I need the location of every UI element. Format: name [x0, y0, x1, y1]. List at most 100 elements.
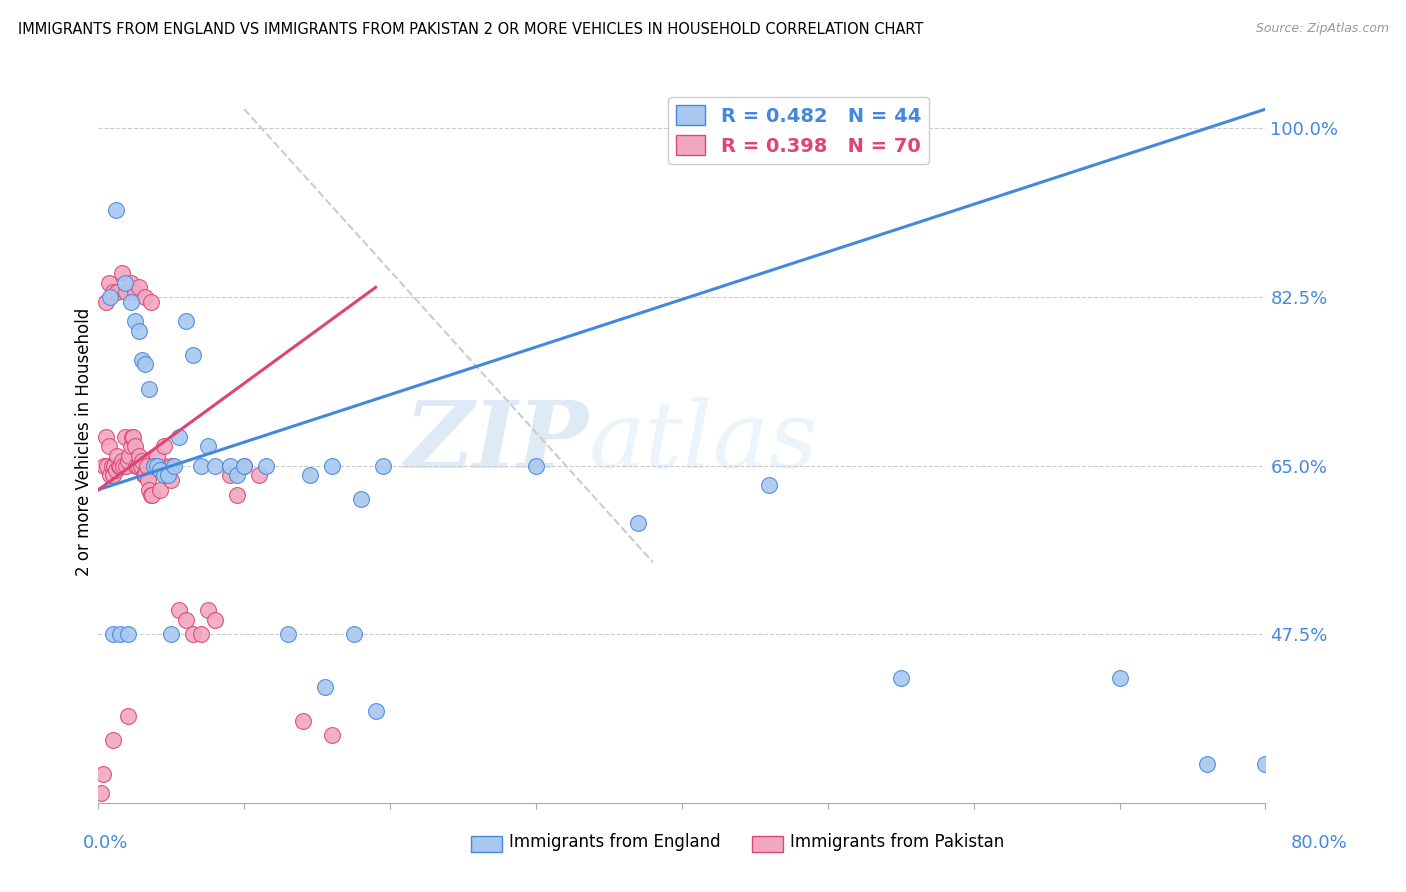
Point: [160, 627, 183, 641]
Point: [128, 280, 150, 294]
Point: [94, 294, 117, 309]
Point: [167, 603, 190, 617]
Point: [110, 458, 132, 473]
Point: [163, 458, 186, 473]
Point: [190, 627, 212, 641]
Point: [120, 439, 142, 453]
Point: [100, 458, 122, 473]
Point: [364, 704, 387, 718]
Point: [141, 487, 163, 501]
Point: [131, 454, 153, 468]
Point: [105, 285, 128, 300]
Point: [117, 709, 139, 723]
Point: [174, 314, 197, 328]
Point: [131, 352, 153, 367]
Point: [190, 458, 212, 473]
Point: [93, 458, 115, 473]
Point: [149, 483, 172, 497]
Text: Immigrants from England: Immigrants from England: [509, 833, 721, 851]
Point: [343, 627, 366, 641]
Point: [146, 449, 169, 463]
Point: [153, 468, 176, 483]
Point: [124, 285, 146, 300]
Point: [277, 627, 299, 641]
Text: ZIP: ZIP: [405, 397, 589, 486]
Point: [124, 314, 146, 328]
Point: [125, 458, 148, 473]
Point: [157, 468, 180, 483]
Point: [314, 680, 336, 694]
Point: [197, 439, 219, 453]
Point: [321, 728, 343, 742]
Point: [146, 458, 169, 473]
Point: [132, 468, 155, 483]
Point: [97, 439, 120, 453]
Point: [111, 454, 134, 468]
Point: [218, 458, 240, 473]
Point: [135, 458, 157, 473]
Point: [134, 358, 156, 372]
Point: [120, 276, 142, 290]
Point: [128, 324, 150, 338]
Point: [128, 449, 150, 463]
Point: [122, 430, 145, 444]
Text: Immigrants from Pakistan: Immigrants from Pakistan: [790, 833, 1004, 851]
Point: [139, 487, 162, 501]
Point: [1195, 757, 1218, 772]
Point: [127, 458, 149, 473]
Point: [254, 458, 277, 473]
Point: [204, 613, 226, 627]
Point: [627, 516, 650, 531]
Point: [758, 478, 780, 492]
Point: [117, 454, 139, 468]
Point: [118, 449, 141, 463]
Point: [90, 786, 112, 800]
Point: [101, 627, 124, 641]
Point: [115, 285, 138, 300]
Point: [247, 468, 270, 483]
Point: [94, 430, 117, 444]
Point: [101, 468, 124, 483]
Point: [153, 458, 176, 473]
Point: [226, 468, 249, 483]
Point: [153, 439, 176, 453]
Text: 80.0%: 80.0%: [1291, 834, 1347, 852]
Point: [218, 468, 240, 483]
Point: [120, 294, 142, 309]
Point: [114, 430, 136, 444]
Point: [157, 468, 180, 483]
Point: [1254, 757, 1277, 772]
Text: IMMIGRANTS FROM ENGLAND VS IMMIGRANTS FROM PAKISTAN 2 OR MORE VEHICLES IN HOUSEH: IMMIGRANTS FROM ENGLAND VS IMMIGRANTS FR…: [18, 22, 924, 37]
Point: [129, 458, 152, 473]
Point: [104, 463, 127, 477]
Point: [350, 492, 373, 507]
Point: [139, 294, 162, 309]
Point: [138, 483, 160, 497]
Point: [146, 458, 169, 473]
Point: [105, 449, 128, 463]
Point: [114, 276, 136, 290]
Point: [112, 458, 135, 473]
Point: [321, 458, 343, 473]
Point: [134, 468, 156, 483]
Point: [108, 458, 131, 473]
Point: [174, 613, 197, 627]
Point: [110, 627, 132, 641]
Point: [233, 458, 256, 473]
Point: [124, 439, 146, 453]
Point: [91, 767, 114, 781]
Y-axis label: 2 or more Vehicles in Household: 2 or more Vehicles in Household: [75, 308, 93, 575]
Point: [890, 671, 912, 685]
Point: [98, 468, 121, 483]
Text: atlas: atlas: [589, 397, 818, 486]
Point: [142, 458, 165, 473]
Point: [181, 627, 204, 641]
Point: [96, 458, 118, 473]
Point: [142, 458, 165, 473]
Point: [291, 714, 314, 728]
Text: 0.0%: 0.0%: [83, 834, 128, 852]
Text: Source: ZipAtlas.com: Source: ZipAtlas.com: [1256, 22, 1389, 36]
Point: [134, 290, 156, 304]
Point: [197, 603, 219, 617]
Point: [115, 458, 138, 473]
